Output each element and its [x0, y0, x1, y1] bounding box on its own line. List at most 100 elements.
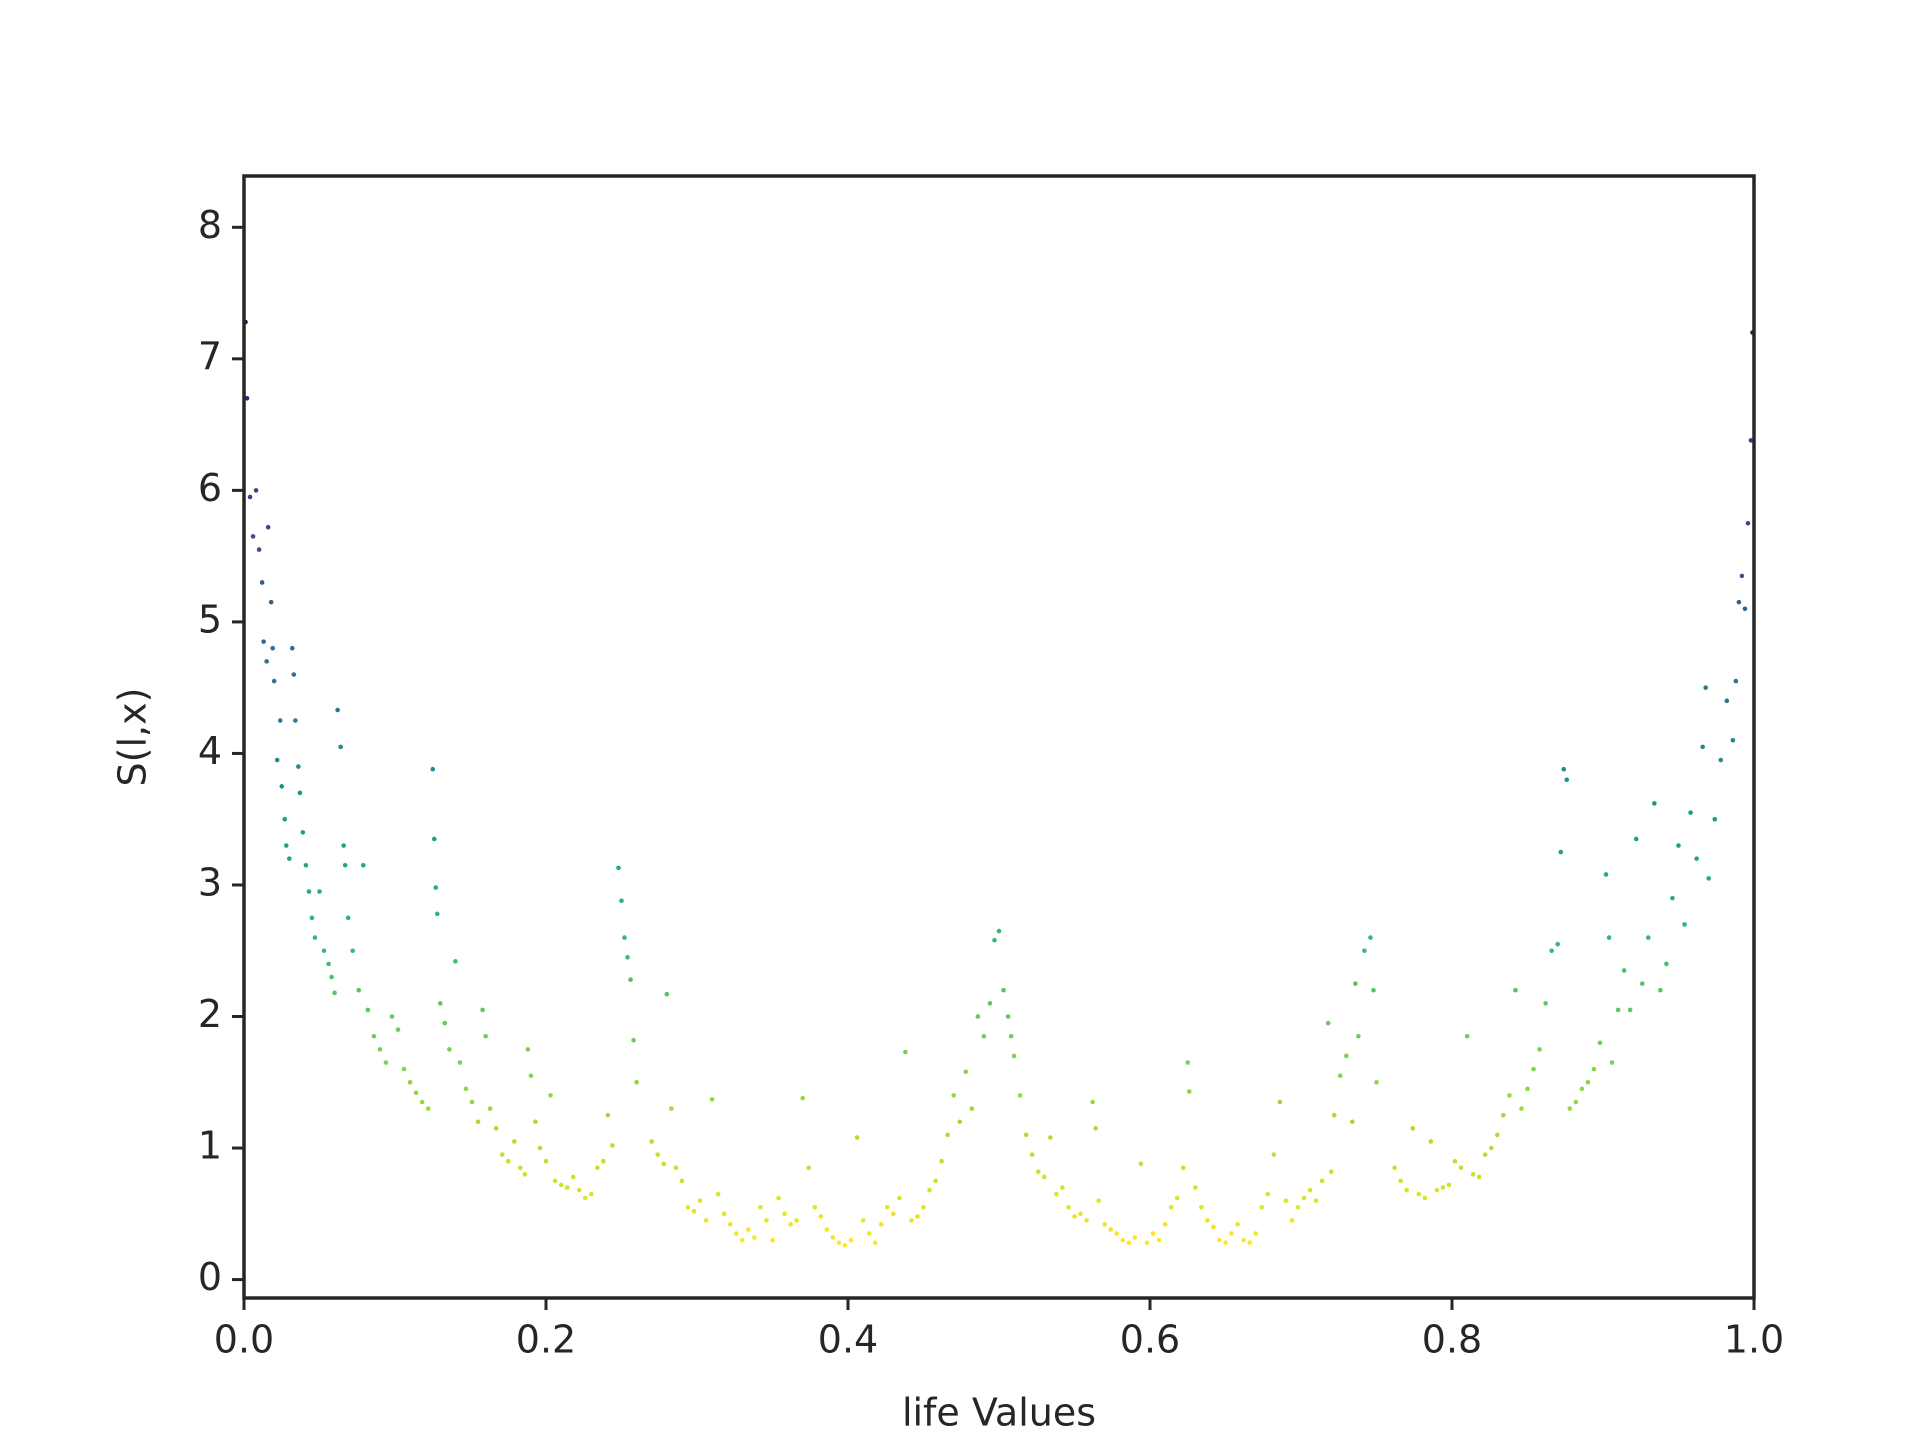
- point: [1748, 438, 1754, 443]
- y-tick-label: 2: [198, 992, 222, 1036]
- point: [434, 911, 440, 917]
- point: [860, 1218, 866, 1223]
- point: [1591, 1066, 1597, 1072]
- point: [287, 856, 292, 861]
- point: [350, 948, 356, 954]
- point: [1253, 1231, 1258, 1236]
- point: [1621, 968, 1627, 973]
- point: [721, 1211, 727, 1217]
- point: [558, 1182, 564, 1188]
- point: [981, 1033, 987, 1039]
- point: [1428, 1139, 1434, 1144]
- point: [457, 1060, 463, 1065]
- point: [1174, 1195, 1180, 1201]
- x-tick-label: 1.0: [1724, 1318, 1784, 1362]
- point: [788, 1222, 793, 1227]
- point: [1078, 1211, 1083, 1217]
- point: [1633, 836, 1639, 842]
- point: [679, 1178, 685, 1184]
- point: [277, 718, 283, 723]
- point: [1706, 876, 1711, 881]
- point: [1368, 935, 1373, 940]
- point: [1482, 1152, 1488, 1157]
- point: [270, 645, 275, 651]
- point: [1682, 922, 1687, 927]
- point: [329, 974, 334, 980]
- point: [1337, 1073, 1343, 1079]
- point: [975, 1014, 981, 1019]
- point: [1193, 1185, 1198, 1190]
- point: [969, 1106, 975, 1111]
- point: [438, 1001, 443, 1006]
- point: [291, 672, 297, 677]
- point: [1090, 1099, 1095, 1105]
- point: [1440, 1185, 1446, 1190]
- point: [271, 678, 277, 684]
- point: [1392, 1165, 1397, 1171]
- point: [1180, 1165, 1186, 1171]
- point: [1186, 1089, 1192, 1094]
- point: [1241, 1237, 1246, 1243]
- point: [1005, 1014, 1011, 1019]
- point: [1718, 757, 1724, 763]
- point: [1001, 987, 1006, 993]
- point: [1307, 1187, 1313, 1193]
- point: [1344, 1053, 1349, 1059]
- x-tick-label: 0.8: [1422, 1318, 1482, 1362]
- point: [758, 1204, 763, 1210]
- point: [1102, 1222, 1107, 1227]
- point: [296, 764, 301, 769]
- point: [279, 784, 285, 789]
- point: [933, 1178, 938, 1184]
- x-axis-label: life Values: [902, 1391, 1096, 1435]
- point: [407, 1079, 413, 1085]
- point: [664, 991, 670, 997]
- point: [1060, 1185, 1065, 1190]
- point: [794, 1218, 799, 1223]
- point: [261, 639, 266, 644]
- point: [1259, 1204, 1265, 1210]
- point: [1313, 1198, 1319, 1203]
- point: [836, 1240, 842, 1246]
- y-tick-label: 6: [198, 466, 222, 510]
- point: [812, 1204, 818, 1210]
- point: [1507, 1093, 1512, 1098]
- point: [356, 987, 362, 993]
- point: [1011, 1053, 1017, 1059]
- point: [548, 1093, 553, 1098]
- point: [1325, 1020, 1331, 1026]
- point: [1017, 1093, 1023, 1098]
- point: [505, 1158, 511, 1164]
- point: [727, 1222, 733, 1227]
- point: [619, 898, 624, 904]
- point: [1168, 1204, 1174, 1210]
- point: [1664, 961, 1669, 967]
- point: [1211, 1224, 1216, 1230]
- point: [1084, 1218, 1089, 1223]
- point: [1712, 816, 1718, 822]
- point: [1537, 1047, 1542, 1052]
- point: [945, 1132, 950, 1138]
- point: [480, 1007, 485, 1013]
- point: [265, 524, 271, 530]
- point: [1561, 766, 1567, 772]
- point: [1513, 987, 1518, 993]
- point: [1229, 1231, 1234, 1236]
- point: [1700, 744, 1705, 750]
- point: [1283, 1198, 1289, 1203]
- y-tick-label: 0: [198, 1255, 222, 1299]
- point: [697, 1198, 703, 1203]
- point: [264, 659, 269, 664]
- point: [253, 488, 259, 493]
- x-tick-label: 0.2: [516, 1318, 576, 1362]
- y-tick-label: 7: [198, 334, 222, 378]
- point: [282, 816, 288, 822]
- point: [595, 1165, 600, 1171]
- point: [1733, 678, 1739, 684]
- point: [1531, 1066, 1536, 1072]
- point: [570, 1174, 576, 1180]
- point: [321, 948, 327, 954]
- point: [413, 1090, 419, 1096]
- point: [616, 865, 621, 871]
